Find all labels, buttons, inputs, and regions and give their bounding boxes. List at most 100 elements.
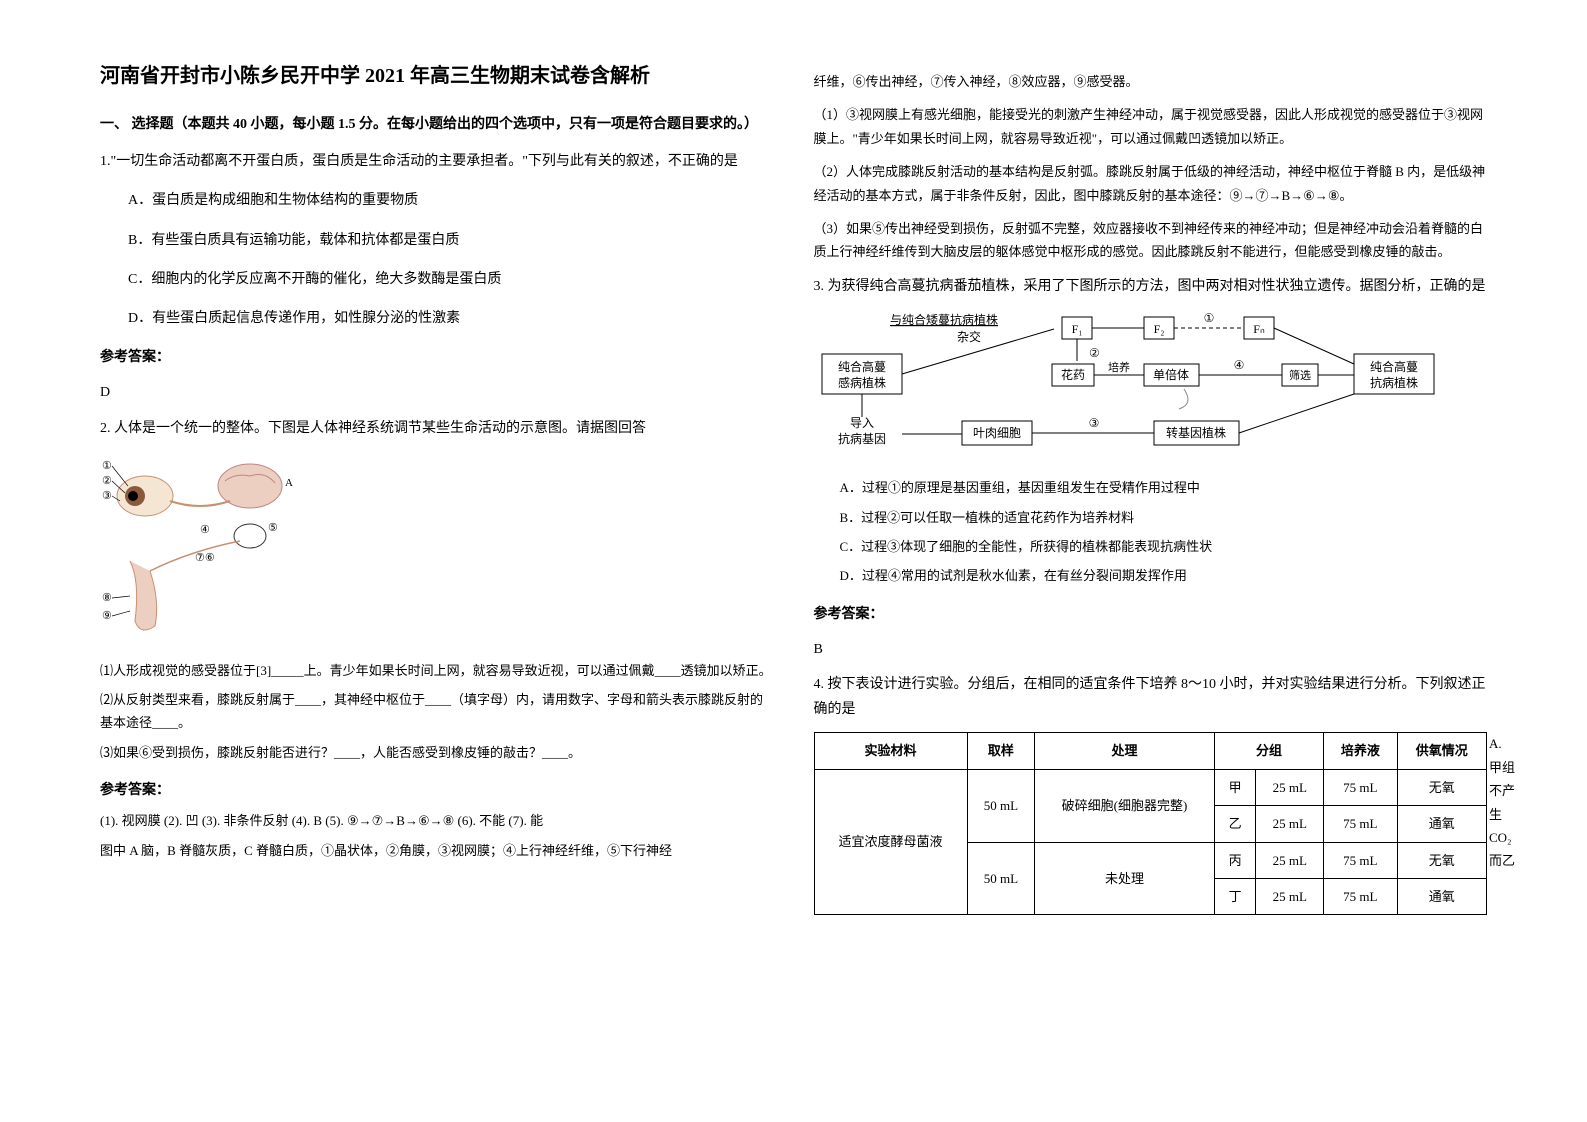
side-line: A. — [1489, 732, 1515, 755]
cell-25-4: 25 mL — [1256, 878, 1324, 914]
cell-oxy-1: 无氧 — [1397, 769, 1486, 805]
q3-opt-a: A．过程①的原理是基因重组，基因重组发生在受精作用过程中 — [814, 476, 1488, 499]
cont3: （2）人体完成膝跳反射活动的基本结构是反射弧。膝跳反射属于低级的神经活动，神经中… — [814, 160, 1488, 207]
cell-sample2: 50 mL — [967, 842, 1035, 915]
q4-table: 实验材料 取样 处理 分组 培养液 供氧情况 适宜浓度酵母菌液 50 mL 破碎… — [814, 732, 1488, 915]
year: 2021 — [365, 65, 405, 87]
side-line: 甲组 — [1489, 756, 1515, 779]
th-material: 实验材料 — [814, 733, 967, 769]
cell-25-3: 25 mL — [1256, 842, 1324, 878]
cell-yi: 乙 — [1214, 806, 1256, 842]
cell-oxy-4: 通氧 — [1397, 878, 1486, 914]
flow-top1: 与纯合矮蔓抗病植株 — [889, 312, 997, 327]
q1-opt-c: C．细胞内的化学反应离不开酶的催化，绝大多数酶是蛋白质 — [100, 267, 774, 292]
th-group: 分组 — [1214, 733, 1323, 769]
cell-material: 适宜浓度酵母菌液 — [814, 769, 967, 915]
q2-answer: (1). 视网膜 (2). 凹 (3). 非条件反射 (4). B (5). ⑨… — [100, 809, 774, 832]
svg-text:叶肉细胞: 叶肉细胞 — [972, 426, 1020, 440]
cell-bing: 丙 — [1214, 842, 1256, 878]
svg-text:抗病植株: 抗病植株 — [1369, 375, 1417, 390]
cont4: （3）如果⑤传出神经受到损伤，反射弧不完整，效应器接收不到神经传来的神经冲动；但… — [814, 217, 1488, 264]
section-1-head: 一、 选择题（本题共 40 小题，每小题 1.5 分。在每小题给出的四个选项中，… — [100, 112, 774, 137]
table-header-row: 实验材料 取样 处理 分组 培养液 供氧情况 — [814, 733, 1487, 769]
q2-sub2: ⑵从反射类型来看，膝跳反射属于____，其神经中枢位于____（填字母）内，请用… — [100, 688, 774, 735]
svg-text:纯合高蔓: 纯合高蔓 — [837, 359, 885, 374]
q1-opt-a: A．蛋白质是构成细胞和生物体结构的重要物质 — [100, 188, 774, 213]
svg-text:④: ④ — [200, 524, 210, 536]
q2-explain: 图中 A 脑，B 脊髓灰质，C 脊髓白质，①晶状体，②角膜，③视网膜；④上行神经… — [100, 839, 774, 862]
cell-jia: 甲 — [1214, 769, 1256, 805]
q1-answer: D — [100, 380, 774, 405]
th-medium: 培养液 — [1324, 733, 1397, 769]
cell-75-4: 75 mL — [1324, 878, 1397, 914]
svg-text:杂交: 杂交 — [956, 329, 980, 344]
svg-text:转基因植株: 转基因植株 — [1165, 425, 1225, 440]
side-option-a: A. 甲组 不产 生 CO₂ 而乙 — [1489, 732, 1515, 872]
q2-figure: ① ② ③ A ④ ⑤ ⑦⑥ ⑧ ⑨ — [100, 451, 300, 651]
svg-text:⑧: ⑧ — [102, 592, 112, 604]
q3-stem: 3. 为获得纯合高蔓抗病番茄植株，采用了下图所示的方法，图中两对相对性状独立遗传… — [814, 274, 1488, 299]
side-line: 不产 — [1489, 779, 1515, 802]
q3-opt-b: B．过程②可以任取一植株的适宜花药作为培养材料 — [814, 506, 1488, 529]
q3-opt-c: C．过程③体现了细胞的全能性，所获得的植株都能表现抗病性状 — [814, 535, 1488, 558]
right-column: 纤维，⑥传出神经，⑦传入神经，⑧效应器，⑨感受器。 （1）③视网膜上有感光细胞，… — [794, 60, 1508, 1062]
svg-text:A: A — [285, 477, 293, 489]
left-column: 河南省开封市小陈乡民开中学 2021 年高三生物期末试卷含解析 一、 选择题（本… — [80, 60, 794, 1062]
th-process: 处理 — [1035, 733, 1215, 769]
cell-oxy-2: 通氧 — [1397, 806, 1486, 842]
cell-oxy-3: 无氧 — [1397, 842, 1486, 878]
q1-answer-label: 参考答案： — [100, 345, 774, 370]
svg-text:③: ③ — [1088, 416, 1099, 430]
svg-text:②: ② — [102, 475, 112, 487]
svg-text:纯合高蔓: 纯合高蔓 — [1369, 359, 1417, 374]
flowchart-icon: 与纯合矮蔓抗病植株 杂交 纯合高蔓 感病植株 F₁ F₂ ① Fₙ ② 花药 培… — [814, 309, 1454, 459]
svg-text:⑨: ⑨ — [102, 610, 112, 622]
th-oxygen: 供氧情况 — [1397, 733, 1486, 769]
cont1: 纤维，⑥传出神经，⑦传入神经，⑧效应器，⑨感受器。 — [814, 70, 1488, 93]
svg-text:Fₙ: Fₙ — [1253, 322, 1265, 336]
svg-text:F₂: F₂ — [1153, 322, 1164, 336]
cont2: （1）③视网膜上有感光细胞，能接受光的刺激产生神经冲动，属于视觉感受器，因此人形… — [814, 103, 1488, 150]
doc-title: 河南省开封市小陈乡民开中学 2021 年高三生物期末试卷含解析 — [100, 60, 774, 92]
q1-stem: 1."一切生命活动都离不开蛋白质，蛋白质是生命活动的主要承担者。"下列与此有关的… — [100, 149, 774, 174]
cell-25-1: 25 mL — [1256, 769, 1324, 805]
th-sample: 取样 — [967, 733, 1035, 769]
q3-flowchart: 与纯合矮蔓抗病植株 杂交 纯合高蔓 感病植株 F₁ F₂ ① Fₙ ② 花药 培… — [814, 309, 1454, 468]
side-line: 生 — [1489, 803, 1515, 826]
cell-25-2: 25 mL — [1256, 806, 1324, 842]
svg-text:花药: 花药 — [1060, 367, 1084, 382]
q2-sub1: ⑴人形成视觉的感受器位于[3]_____上。青少年如果长时间上网，就容易导致近视… — [100, 659, 774, 682]
cell-75-1: 75 mL — [1324, 769, 1397, 805]
svg-text:抗病基因: 抗病基因 — [837, 431, 885, 446]
cell-sample1: 50 mL — [967, 769, 1035, 842]
q2-stem: 2. 人体是一个统一的整体。下图是人体神经系统调节某些生命活动的示意图。请据图回… — [100, 416, 774, 441]
q1-opt-d: D．有些蛋白质起信息传递作用，如性腺分泌的性激素 — [100, 306, 774, 331]
svg-text:筛选: 筛选 — [1289, 368, 1311, 382]
cell-75-3: 75 mL — [1324, 842, 1397, 878]
svg-text:①: ① — [102, 460, 112, 472]
svg-text:F₁: F₁ — [1071, 322, 1082, 336]
q2-sub3: ⑶如果⑥受到损伤，膝跳反射能否进行？____，人能否感受到橡皮锤的敲击？____… — [100, 741, 774, 764]
svg-text:单倍体: 单倍体 — [1152, 367, 1188, 382]
q3-opt-d: D．过程④常用的试剂是秋水仙素，在有丝分裂间期发挥作用 — [814, 564, 1488, 587]
q2-answer-label: 参考答案： — [100, 778, 774, 803]
svg-text:导入: 导入 — [849, 416, 873, 430]
cell-process2: 未处理 — [1035, 842, 1215, 915]
svg-text:培养: 培养 — [1108, 360, 1130, 374]
q1-opt-b: B．有些蛋白质具有运输功能，载体和抗体都是蛋白质 — [100, 228, 774, 253]
q3-answer: B — [814, 637, 1488, 662]
q3-answer-label: 参考答案： — [814, 602, 1488, 627]
cell-75-2: 75 mL — [1324, 806, 1397, 842]
q4-table-wrap: 实验材料 取样 处理 分组 培养液 供氧情况 适宜浓度酵母菌液 50 mL 破碎… — [814, 732, 1488, 915]
svg-text:⑤: ⑤ — [268, 522, 278, 534]
svg-text:感病植株: 感病植株 — [837, 375, 885, 390]
svg-text:⑦⑥: ⑦⑥ — [195, 552, 215, 564]
side-line: CO₂ — [1489, 826, 1515, 849]
table-row: 适宜浓度酵母菌液 50 mL 破碎细胞(细胞器完整) 甲 25 mL 75 mL… — [814, 769, 1487, 805]
q4-stem: 4. 按下表设计进行实验。分组后，在相同的适宜条件下培养 8～10 小时，并对实… — [814, 672, 1488, 722]
svg-text:③: ③ — [102, 490, 112, 502]
cell-ding: 丁 — [1214, 878, 1256, 914]
side-line: 而乙 — [1489, 849, 1515, 872]
svg-text:②: ② — [1089, 346, 1100, 360]
svg-text:④: ④ — [1233, 358, 1244, 372]
